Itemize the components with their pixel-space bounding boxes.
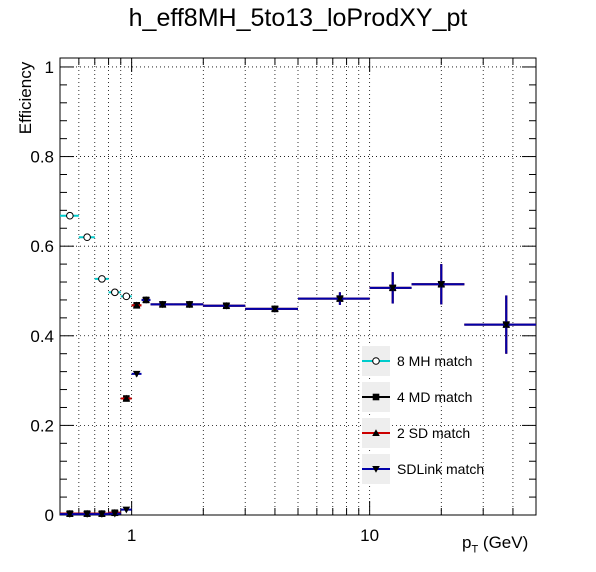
x-axis-label: pT (GeV) (462, 533, 528, 555)
y-tick-label: 0.4 (30, 327, 54, 346)
data-point (66, 211, 74, 220)
x-tick-label: 1 (127, 526, 136, 545)
legend-marker (372, 429, 380, 436)
data-point (437, 281, 446, 289)
data-series (60, 211, 536, 518)
legend-marker (372, 393, 380, 401)
legend: 8 MH match 4 MD match 2 SD match SDLink mat… (362, 346, 484, 484)
data-point (388, 284, 397, 292)
legend-marker (372, 466, 380, 473)
data-point (98, 511, 106, 518)
data-point (185, 301, 194, 309)
axis-ticks: 1 10 0 0.2 0.4 0.6 0.8 1 (30, 58, 536, 545)
data-point (222, 302, 231, 310)
legend-entry: 8 MH match (397, 353, 472, 369)
data-point (132, 370, 141, 378)
data-point (98, 275, 106, 283)
data-point (83, 511, 91, 518)
data-point (142, 296, 150, 304)
data-point (132, 301, 141, 309)
y-tick-label: 1 (45, 58, 54, 77)
grid-lines (60, 58, 536, 515)
data-point (111, 510, 119, 518)
series-sdlink (60, 264, 536, 518)
data-point (122, 506, 131, 514)
x-tick-label: 10 (360, 526, 379, 545)
data-point (111, 288, 119, 297)
legend-entry: SDLink match (397, 461, 484, 477)
data-point (122, 292, 131, 301)
series-8mh (60, 211, 132, 301)
legend-marker (372, 357, 380, 365)
data-point (66, 511, 74, 518)
x-axis-label-text: pT (GeV) (462, 533, 529, 556)
y-tick-label: 0 (45, 506, 54, 525)
legend-entry: 4 MD match (397, 389, 472, 405)
data-point (336, 295, 344, 303)
y-tick-label: 0.6 (30, 237, 54, 256)
y-tick-label: 0.2 (30, 416, 54, 435)
chart-title: h_eff8MH_5to13_loProdXY_pt (128, 4, 468, 32)
data-point (122, 394, 131, 402)
data-point (502, 321, 511, 329)
data-point (271, 305, 279, 313)
y-tick-label: 0.8 (30, 148, 54, 167)
legend-entry: 2 SD match (397, 425, 470, 441)
data-point (83, 233, 91, 242)
data-point (158, 301, 167, 309)
